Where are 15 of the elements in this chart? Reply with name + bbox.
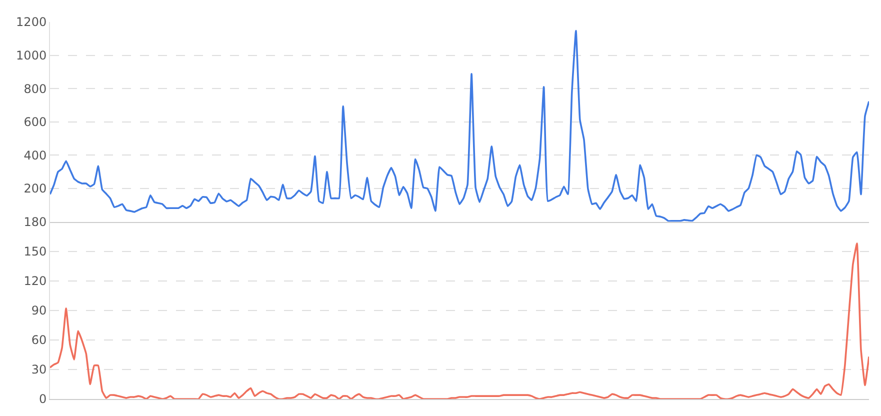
y-tick-label: 150 <box>24 244 47 258</box>
y-tick-label: 400 <box>24 148 47 162</box>
y-tick-label: 60 <box>31 333 47 348</box>
line-series <box>50 30 869 222</box>
y-tick-label: 200 <box>24 182 47 196</box>
y-tick-label: 800 <box>24 82 47 96</box>
y-tick-label: 90 <box>31 304 47 318</box>
line-series <box>50 242 869 399</box>
y-tick-label: 180 <box>24 214 47 229</box>
y-tick-label: 1000 <box>16 48 47 62</box>
y-tick-label: 0 <box>38 392 47 406</box>
y-tick-label: 30 <box>31 362 47 377</box>
y-tick-label: 120 <box>24 274 47 288</box>
y-tick-label: 600 <box>24 115 47 130</box>
y-tick-label: 1200 <box>16 15 47 30</box>
